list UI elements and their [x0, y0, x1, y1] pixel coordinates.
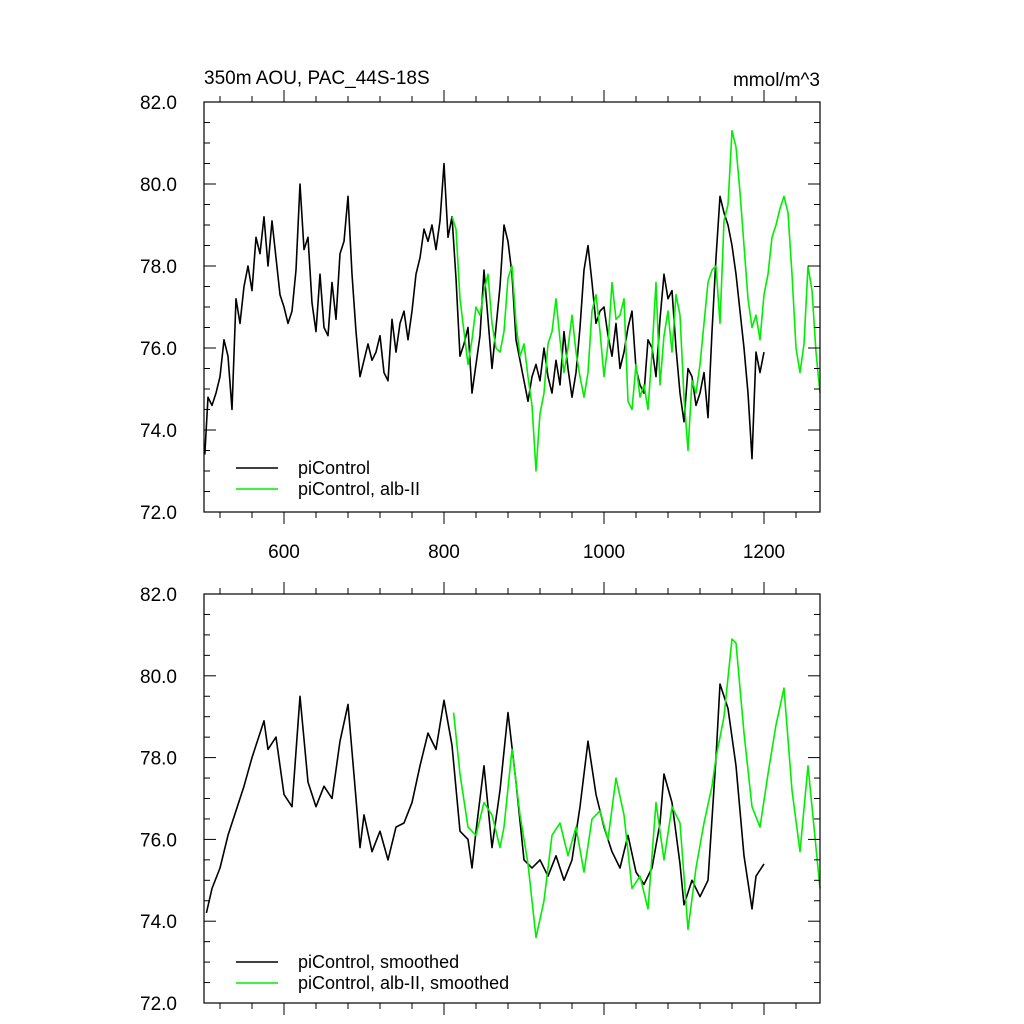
panel-0-ytick-label: 78.0: [140, 257, 177, 278]
panel-0-xtick-label: 600: [268, 542, 300, 563]
panel-1-legend-label-0: piControl, smoothed: [298, 952, 459, 972]
panel-0-ytick-label: 80.0: [140, 175, 177, 196]
panel-0-xtick-label: 1000: [583, 542, 625, 563]
chart-title: 350m AOU, PAC_44S-18S: [204, 68, 430, 89]
panel-0-legend-label-1: piControl, alb-II: [298, 479, 420, 499]
panel-1-series-line-0: [205, 683, 765, 914]
panel-0-xtick-label: 1200: [743, 542, 785, 563]
panel-0-plot-frame: [203, 101, 821, 513]
units-label: mmol/m^3: [733, 70, 820, 91]
panel-1-ytick-label: 82.0: [140, 585, 177, 606]
panel-0-ytick-label: 74.0: [140, 421, 177, 442]
panel-0-xtick-label: 800: [428, 542, 460, 563]
panel-0-ytick-label: 72.0: [140, 503, 177, 524]
top-panel: 72.0 74.0 76.0 78.0 80.0 82.0 600 800 1000 1200 pi…: [140, 90, 821, 563]
panel-0-series-line-0: [204, 162, 765, 460]
panel-1-plot-frame: [203, 593, 821, 1004]
panel-1-ytick-label: 80.0: [140, 667, 177, 688]
panel-1-ytick-label: 78.0: [140, 749, 177, 770]
panel-0-ytick-label: 82.0: [140, 93, 177, 114]
panel-1-legend-label-1: piControl, alb-II, smoothed: [298, 973, 509, 993]
panel-1-series-line-1: [452, 638, 821, 939]
panel-1-ytick-label: 72.0: [140, 994, 177, 1015]
panel-0-series-line-1: [451, 129, 821, 472]
panel-0-legend-label-0: piControl: [298, 458, 370, 478]
panel-1-ytick-label: 76.0: [140, 830, 177, 851]
panel-0-ytick-label: 76.0: [140, 339, 177, 360]
bottom-panel: 72.0 74.0 76.0 78.0 80.0 82.0 piControl, smoot…: [140, 582, 821, 1015]
panel-1-ytick-label: 74.0: [140, 912, 177, 933]
